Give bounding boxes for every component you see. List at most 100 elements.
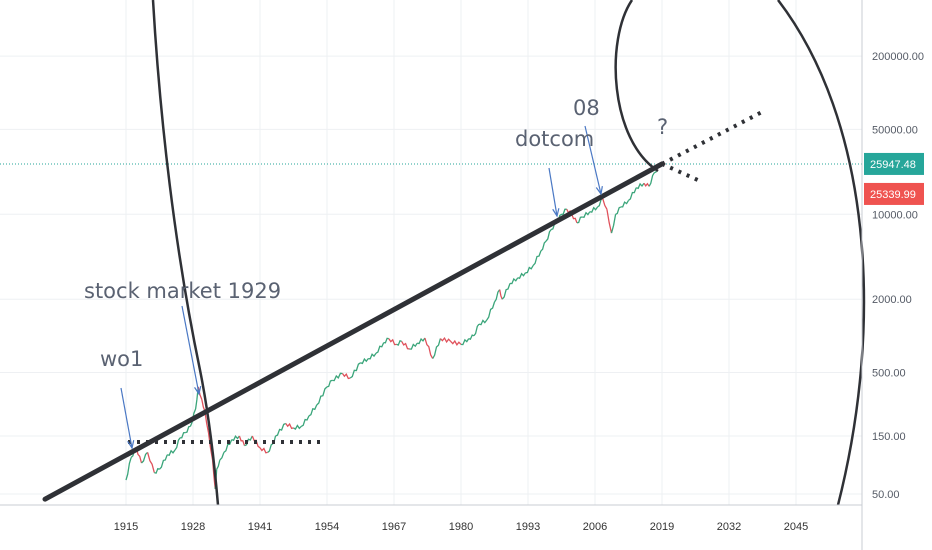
price-segment — [360, 357, 369, 365]
drawings — [42, 0, 866, 506]
price-segment — [545, 229, 552, 242]
price-segment — [499, 289, 503, 300]
price-segment — [180, 431, 186, 439]
annotation-arrowhead — [595, 186, 603, 196]
price-segment — [259, 447, 268, 454]
x-tick-label: 1993 — [516, 521, 540, 533]
x-tick-label: 1954 — [315, 521, 339, 533]
arc-right — [777, 0, 866, 506]
price-segment — [396, 339, 402, 346]
price-segment — [493, 289, 501, 303]
price-segment — [316, 386, 328, 406]
price-segment — [332, 372, 343, 382]
price-segment — [349, 362, 361, 379]
price-segment — [185, 425, 191, 434]
price-segment — [368, 352, 377, 360]
price-segment — [424, 337, 434, 359]
price-segment — [197, 386, 203, 400]
price-segment — [341, 373, 351, 380]
price-segment — [293, 424, 302, 431]
price-segment — [167, 449, 176, 456]
price-segment — [300, 415, 310, 427]
price-segment — [174, 437, 181, 451]
x-axis[interactable]: 1915 1928 1941 1954 1967 1980 1993 2006 2019 2032… — [0, 504, 862, 533]
price-segment — [478, 319, 488, 326]
price-segment — [628, 187, 637, 201]
price-segment — [383, 337, 389, 344]
price-segment — [602, 198, 608, 210]
y-axis[interactable]: 700000.00200000.0050000.0010000.002000.0… — [861, 0, 924, 550]
price-segment — [525, 265, 534, 274]
price-segment — [146, 452, 155, 473]
annotation-stock-market-1929: stock market 1929 — [84, 279, 281, 303]
y-tick-label: 200000.00 — [872, 51, 924, 63]
price-segment — [204, 411, 210, 433]
price-segment — [308, 404, 318, 417]
annotation-question: ? — [657, 115, 668, 139]
y-tick-label: 150.00 — [872, 431, 906, 443]
price-segment — [620, 200, 630, 208]
price-segment — [326, 379, 333, 388]
price-segment — [460, 338, 470, 346]
price-segment — [561, 208, 567, 215]
x-tick-label: 1967 — [382, 521, 406, 533]
price-segment — [517, 272, 526, 279]
price-segment — [439, 336, 452, 344]
x-tick-label: 2006 — [583, 521, 607, 533]
annotation-arrowhead — [552, 208, 560, 218]
arc-loop — [614, 0, 659, 173]
dotted-line-extension — [661, 110, 763, 166]
annotation-wo1: wo1 — [100, 347, 143, 371]
price-segment — [388, 338, 397, 346]
price-segment — [141, 451, 149, 464]
annotation-08: 08 — [573, 96, 600, 120]
price-segment — [468, 334, 475, 341]
annotation-arrow — [584, 125, 602, 195]
y-tick-label: 2000.00 — [872, 294, 912, 306]
price-segment — [501, 283, 511, 300]
second-price-badge: 25339.99 — [864, 182, 924, 205]
price-segment — [509, 277, 519, 285]
annotation-arrow — [181, 305, 200, 395]
annotation-arrowhead — [194, 386, 202, 396]
price-segment — [450, 339, 462, 346]
grid — [0, 0, 862, 505]
x-tick-label: 1941 — [248, 521, 272, 533]
price-segment — [238, 435, 246, 446]
x-tick-label: 2019 — [650, 521, 674, 533]
price-segment — [540, 240, 547, 252]
last-price-label: 25947.48 — [870, 159, 916, 171]
price-segment — [432, 338, 442, 359]
price-segment — [532, 250, 542, 266]
price-segment — [159, 454, 168, 470]
price-segment — [581, 211, 591, 219]
price-segment — [473, 323, 480, 337]
price-segment — [417, 337, 426, 345]
price-segment — [375, 342, 385, 354]
price-segment — [216, 459, 221, 470]
price-segment — [401, 341, 410, 350]
y-tick-label: 500.00 — [872, 367, 906, 379]
price-segment — [636, 182, 645, 190]
annotation-arrow — [548, 167, 558, 217]
annotation-arrow — [120, 387, 133, 449]
annotation-arrows — [120, 125, 603, 450]
last-price-badge: 25947.48 — [864, 152, 924, 175]
x-tick-label: 2045 — [784, 521, 808, 533]
x-tick-label: 1980 — [449, 521, 473, 533]
price-segment — [576, 216, 583, 224]
y-tick-label: 50000.00 — [872, 124, 918, 136]
annotation-arrowhead — [127, 440, 135, 450]
x-tick-label: 1915 — [114, 521, 138, 533]
price-segment — [285, 422, 294, 430]
price-segment — [275, 422, 287, 437]
price-segment — [615, 206, 622, 215]
price-segment — [267, 443, 274, 453]
arc-left — [151, 0, 220, 506]
y-tick-label: 50.00 — [872, 489, 900, 501]
price-segment — [154, 467, 160, 474]
price-segment — [606, 209, 613, 234]
price-segment — [244, 435, 253, 447]
